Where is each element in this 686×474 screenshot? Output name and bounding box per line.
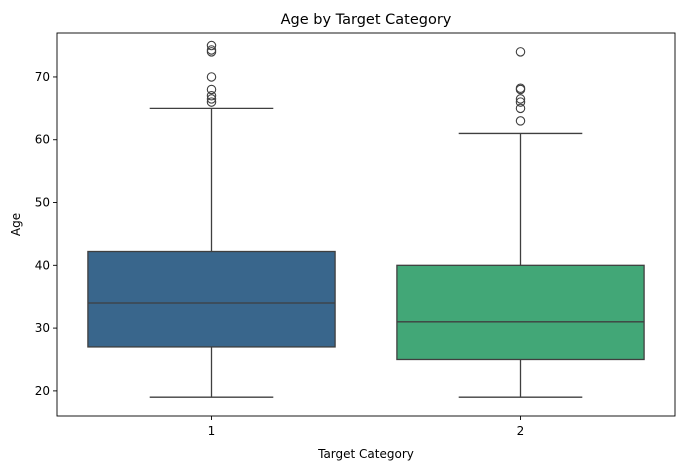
- y-tick-label: 20: [35, 384, 50, 398]
- outlier-point: [515, 97, 526, 107]
- outlier-point: [206, 91, 217, 101]
- outlier-point: [515, 83, 526, 94]
- outlier-point: [515, 47, 526, 57]
- outlier-point: [206, 84, 217, 95]
- y-tick-label: 70: [35, 70, 50, 84]
- outlier-point: [515, 103, 526, 114]
- box-iqr: [87, 250, 336, 348]
- y-axis: 20 30 40 50 60 70: [35, 70, 57, 398]
- box-iqr: [396, 264, 645, 361]
- x-tick-label: 2: [517, 424, 525, 438]
- chart-title: Age by Target Category: [281, 12, 452, 28]
- outlier-point: [515, 94, 526, 104]
- box-group-2: [396, 47, 645, 398]
- outlier-point: [515, 116, 526, 126]
- outlier-point: [206, 94, 217, 104]
- box-group-1: [87, 40, 336, 398]
- y-tick-label: 60: [35, 133, 50, 147]
- x-tick-label: 1: [208, 424, 216, 438]
- x-axis-label: Target Category: [317, 447, 414, 461]
- y-tick-label: 40: [35, 258, 50, 272]
- y-tick-label: 50: [35, 196, 50, 210]
- plot-area-frame: [56, 32, 676, 417]
- outlier-point: [206, 45, 217, 55]
- outlier-point: [206, 97, 217, 107]
- boxes: [87, 40, 645, 398]
- outlier-point: [206, 72, 217, 82]
- outlier-point: [206, 40, 217, 51]
- y-tick-label: 30: [35, 321, 50, 335]
- y-axis-label: Age: [9, 213, 23, 236]
